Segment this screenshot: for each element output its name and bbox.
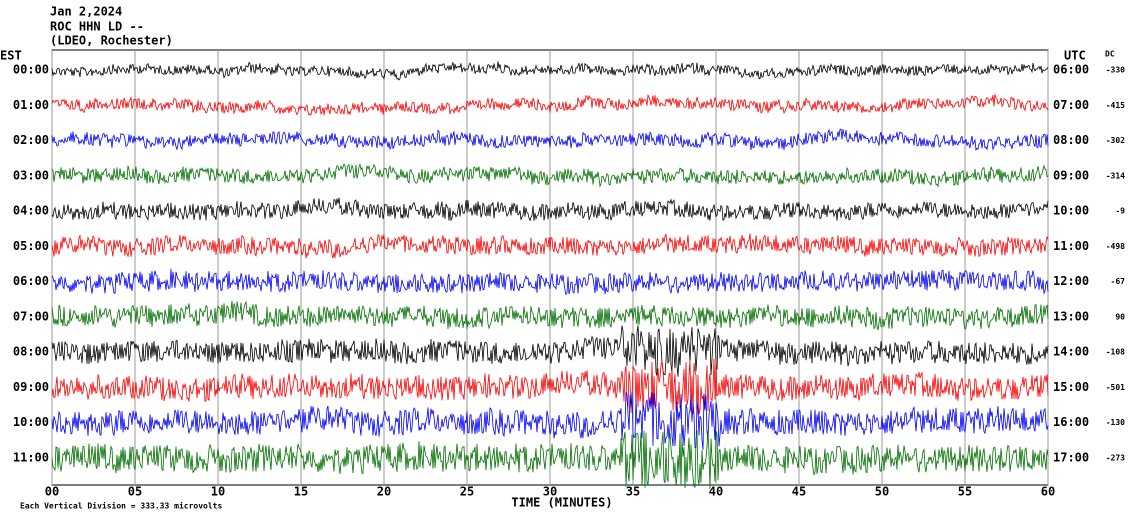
x-tick-label: 50 xyxy=(875,485,889,499)
trace xyxy=(51,61,1049,81)
x-axis-label: TIME (MINUTES) xyxy=(511,496,612,510)
x-tick-label: 15 xyxy=(294,485,308,499)
trace xyxy=(51,430,1049,490)
trace xyxy=(51,93,1049,116)
dc-value: -130 xyxy=(1106,418,1125,427)
left-axis-label: EST xyxy=(0,49,22,63)
left-row-label: 08:00 xyxy=(13,345,49,359)
dc-value: -498 xyxy=(1106,242,1125,251)
dc-value: -302 xyxy=(1106,136,1125,145)
dc-value: -501 xyxy=(1106,383,1125,392)
trace xyxy=(51,128,1049,152)
x-tick-label: 40 xyxy=(709,485,723,499)
trace xyxy=(51,325,1049,377)
dc-label: DC xyxy=(1105,50,1115,59)
dc-value: -314 xyxy=(1106,171,1125,180)
trace xyxy=(51,390,1049,450)
dc-value: -9 xyxy=(1115,207,1125,216)
right-row-label: 08:00 xyxy=(1053,133,1089,147)
x-tick-label: 55 xyxy=(958,485,972,499)
title-line: Jan 2,2024 xyxy=(50,5,122,19)
x-tick-label: 30 xyxy=(543,485,557,499)
dc-value: -330 xyxy=(1106,66,1125,75)
left-row-label: 03:00 xyxy=(13,168,49,182)
trace xyxy=(51,268,1049,296)
right-row-label: 13:00 xyxy=(1053,309,1089,323)
x-tick-label: 00 xyxy=(45,485,59,499)
left-row-label: 00:00 xyxy=(13,63,49,77)
dc-value: -67 xyxy=(1111,277,1126,286)
left-row-label: 11:00 xyxy=(13,451,49,465)
dc-value: -108 xyxy=(1106,348,1125,357)
right-row-label: 11:00 xyxy=(1053,239,1089,253)
dc-value: -273 xyxy=(1106,454,1125,463)
trace xyxy=(51,358,1049,416)
right-row-label: 14:00 xyxy=(1053,345,1089,359)
x-tick-label: 35 xyxy=(626,485,640,499)
trace xyxy=(51,163,1049,188)
right-row-label: 16:00 xyxy=(1053,415,1089,429)
x-tick-label: 10 xyxy=(211,485,225,499)
right-row-label: 17:00 xyxy=(1053,451,1089,465)
trace xyxy=(51,233,1049,259)
x-tick-label: 45 xyxy=(792,485,806,499)
left-row-label: 01:00 xyxy=(13,98,49,112)
footnote: Each Vertical Division = 333.33 microvol… xyxy=(20,501,222,511)
trace xyxy=(51,300,1049,331)
left-row-label: 02:00 xyxy=(13,133,49,147)
left-row-label: 06:00 xyxy=(13,274,49,288)
right-axis-label: UTC xyxy=(1064,49,1086,63)
x-tick-label: 20 xyxy=(377,485,391,499)
right-row-label: 07:00 xyxy=(1053,98,1089,112)
title-line: (LDEO, Rochester) xyxy=(50,34,173,48)
left-row-label: 05:00 xyxy=(13,239,49,253)
x-tick-label: 05 xyxy=(128,485,142,499)
left-row-label: 07:00 xyxy=(13,309,49,323)
right-row-label: 10:00 xyxy=(1053,204,1089,218)
left-row-label: 09:00 xyxy=(13,380,49,394)
left-row-label: 04:00 xyxy=(13,204,49,218)
title-line: ROC HHN LD -- xyxy=(50,20,144,34)
right-row-label: 09:00 xyxy=(1053,168,1089,182)
left-row-label: 10:00 xyxy=(13,415,49,429)
dc-value: -415 xyxy=(1106,101,1125,110)
x-tick-label: 60 xyxy=(1041,485,1055,499)
right-row-label: 06:00 xyxy=(1053,63,1089,77)
right-row-label: 15:00 xyxy=(1053,380,1089,394)
dc-value: 90 xyxy=(1115,312,1125,321)
x-tick-label: 25 xyxy=(460,485,474,499)
right-row-label: 12:00 xyxy=(1053,274,1089,288)
trace xyxy=(51,197,1049,222)
